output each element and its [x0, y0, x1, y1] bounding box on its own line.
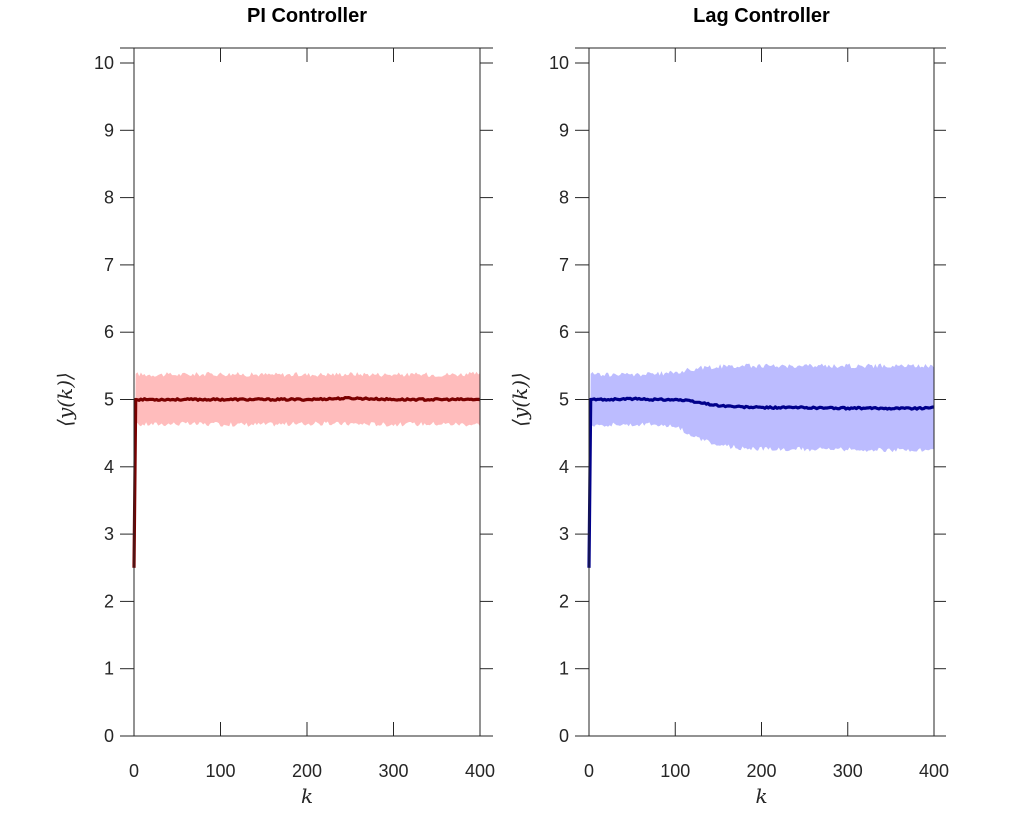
- lag-y-tick-label: 1: [559, 659, 569, 679]
- lag-y-tick-label: 4: [559, 457, 569, 477]
- pi-x-tick-label: 400: [465, 761, 495, 781]
- lag-x-tick-label: 100: [660, 761, 690, 781]
- pi-y-tick-label: 7: [104, 255, 114, 275]
- lag-x-tick-label: 400: [919, 761, 949, 781]
- pi-x-axis-label: k: [301, 784, 313, 808]
- pi-y-tick-label: 9: [104, 120, 114, 140]
- pi-y-tick-label: 6: [104, 322, 114, 342]
- lag-y-tick-label: 7: [559, 255, 569, 275]
- lag-y-tick-label: 0: [559, 726, 569, 746]
- pi-y-tick-label: 5: [104, 390, 114, 410]
- lag-y-tick-label: 9: [559, 120, 569, 140]
- lag-x-tick-label: 300: [833, 761, 863, 781]
- lag-y-tick-label: 10: [549, 53, 569, 73]
- pi-y-tick-label: 10: [94, 53, 114, 73]
- pi-x-tick-label: 0: [129, 761, 139, 781]
- lag-x-tick-label: 200: [746, 761, 776, 781]
- pi-y-tick-label: 4: [104, 457, 114, 477]
- pi-confidence-band: [134, 371, 480, 568]
- lag-y-tick-label: 2: [559, 591, 569, 611]
- lag-x-axis-label: k: [755, 784, 767, 808]
- lag-y-tick-label: 5: [559, 390, 569, 410]
- pi-y-tick-label: 3: [104, 524, 114, 544]
- pi-chart-title: PI Controller: [247, 5, 367, 27]
- lag-chart-title: Lag Controller: [693, 5, 830, 27]
- lag-y-tick-label: 8: [559, 188, 569, 208]
- pi-mean-line: [132, 396, 481, 568]
- pi-x-tick-label: 300: [378, 761, 408, 781]
- pi-y-axis-label: ⟨y(k)⟩: [53, 372, 77, 427]
- lag-x-tick-label: 0: [584, 761, 594, 781]
- pi-x-tick-label: 100: [205, 761, 235, 781]
- lag-mean-line: [587, 396, 935, 568]
- pi-y-tick-label: 2: [104, 591, 114, 611]
- pi-y-tick-label: 8: [104, 188, 114, 208]
- lag-y-tick-label: 3: [559, 524, 569, 544]
- lag-confidence-band: [589, 363, 934, 568]
- lag-y-axis-label: ⟨y(k)⟩: [508, 372, 532, 427]
- pi-y-tick-label: 0: [104, 726, 114, 746]
- pi-y-tick-label: 1: [104, 659, 114, 679]
- lag-y-tick-label: 6: [559, 322, 569, 342]
- pi-x-tick-label: 200: [292, 761, 322, 781]
